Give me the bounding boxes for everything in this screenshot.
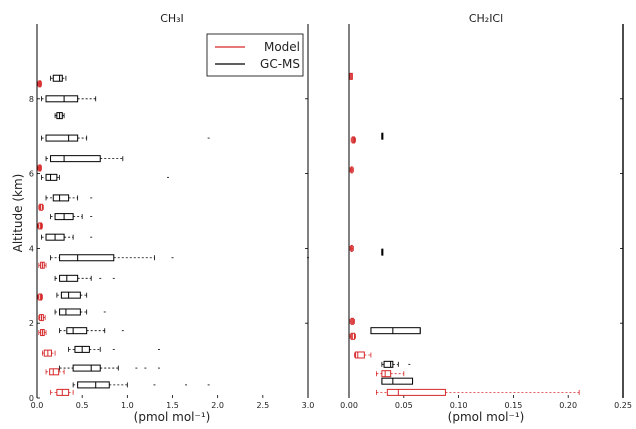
model-box bbox=[37, 293, 43, 301]
box-body bbox=[45, 134, 79, 142]
x-tick-label: 0.15 bbox=[504, 401, 522, 410]
x-tick-label: 0.0 bbox=[31, 401, 44, 410]
model-box bbox=[38, 314, 46, 322]
gcms-box bbox=[45, 155, 124, 163]
model-box bbox=[354, 351, 372, 359]
box-body bbox=[350, 332, 355, 340]
ch2icl-panel: 0.00 0.05 0.10 0.15 0.20 0.25 bbox=[340, 72, 632, 410]
box-body bbox=[355, 351, 365, 359]
box-body bbox=[50, 155, 101, 163]
box-body bbox=[45, 173, 58, 181]
model-box bbox=[375, 388, 580, 396]
model-box bbox=[42, 349, 56, 357]
gcms-box bbox=[54, 112, 65, 120]
gcms-box bbox=[59, 327, 124, 335]
x-tick-label: 0.20 bbox=[559, 401, 577, 410]
gcms-box bbox=[381, 377, 414, 385]
box-body bbox=[52, 194, 70, 202]
gcms-box bbox=[41, 95, 97, 103]
model-box bbox=[38, 203, 44, 211]
gcms-box bbox=[41, 233, 93, 241]
gcms-box bbox=[45, 194, 93, 202]
x-tick-label: 0.00 bbox=[340, 401, 358, 410]
box-body bbox=[59, 274, 79, 282]
gcms-box bbox=[72, 381, 210, 389]
x-tick-label: 0.5 bbox=[76, 401, 89, 410]
box-body bbox=[386, 388, 446, 396]
x-tick-label: 0.10 bbox=[450, 401, 468, 410]
x-tick-label: 2.0 bbox=[211, 401, 224, 410]
model-box bbox=[38, 329, 47, 337]
model-box bbox=[349, 166, 354, 174]
gcms-box bbox=[59, 364, 160, 372]
legend: Model GC-MS bbox=[206, 33, 304, 77]
panel-title-ch2icl: CH₂ICl bbox=[469, 12, 503, 25]
box-body bbox=[52, 74, 63, 82]
model-box bbox=[38, 261, 47, 269]
box-body bbox=[60, 291, 81, 299]
y-axis-label: Altitude (km) bbox=[11, 174, 25, 253]
gcms-box bbox=[381, 360, 411, 368]
gcms-box bbox=[381, 132, 384, 140]
box-body bbox=[72, 364, 101, 372]
gcms-box bbox=[50, 213, 93, 221]
model-box bbox=[37, 80, 42, 88]
gcms-box bbox=[370, 327, 421, 335]
box-body bbox=[77, 381, 110, 389]
x-tick-label: 3.0 bbox=[302, 401, 315, 410]
box-body bbox=[59, 308, 81, 316]
box-body bbox=[383, 360, 394, 368]
gcms-box bbox=[68, 345, 160, 353]
model-box bbox=[37, 164, 42, 172]
model-box bbox=[375, 370, 405, 378]
gcms-box bbox=[54, 274, 115, 282]
gcms-box bbox=[54, 308, 106, 316]
box-body bbox=[370, 327, 421, 335]
box-body bbox=[66, 327, 88, 335]
model-box bbox=[350, 136, 356, 144]
gcms-box bbox=[41, 173, 169, 181]
legend-model-label: Model bbox=[264, 40, 300, 54]
gcms-box bbox=[381, 248, 384, 256]
legend-gcms-label: GC-MS bbox=[260, 57, 300, 71]
model-box bbox=[45, 368, 65, 376]
model-box bbox=[349, 244, 354, 252]
box-body bbox=[59, 254, 115, 262]
ch3i-panel: 0.0 0.5 1.0 1.5 2.0 2.5 3.0 0 2 4 6 8 bbox=[29, 74, 315, 410]
gcms-box bbox=[41, 134, 210, 142]
gcms-box bbox=[56, 291, 88, 299]
y-tick-label: 8 bbox=[29, 95, 34, 104]
panel-title-ch3i: CH₃I bbox=[160, 12, 184, 25]
box-body bbox=[45, 95, 79, 103]
gcms-box bbox=[50, 74, 67, 82]
x-axis-label-ch2icl: (pmol mol⁻¹) bbox=[448, 410, 525, 424]
legend-frame bbox=[206, 33, 304, 77]
x-axis-label-ch3i: (pmol mol⁻¹) bbox=[134, 410, 211, 424]
x-tick-label: 2.5 bbox=[256, 401, 269, 410]
x-tick-label: 0.25 bbox=[614, 401, 632, 410]
model-box bbox=[349, 332, 356, 340]
gcms-box bbox=[50, 254, 309, 262]
box-body bbox=[49, 368, 60, 376]
x-tick-label: 1.0 bbox=[121, 401, 134, 410]
model-box bbox=[50, 388, 74, 396]
box-body bbox=[381, 377, 414, 385]
y-tick-label: 2 bbox=[29, 319, 34, 328]
model-box bbox=[349, 317, 355, 325]
model-box bbox=[349, 72, 353, 80]
y-tick-label: 6 bbox=[29, 170, 34, 179]
y-tick-label: 4 bbox=[29, 244, 34, 253]
model-box bbox=[37, 222, 43, 230]
y-tick-label: 0 bbox=[29, 394, 34, 403]
box-body bbox=[381, 370, 392, 378]
x-tick-label: 1.5 bbox=[166, 401, 179, 410]
x-tick-label: 0.05 bbox=[395, 401, 413, 410]
